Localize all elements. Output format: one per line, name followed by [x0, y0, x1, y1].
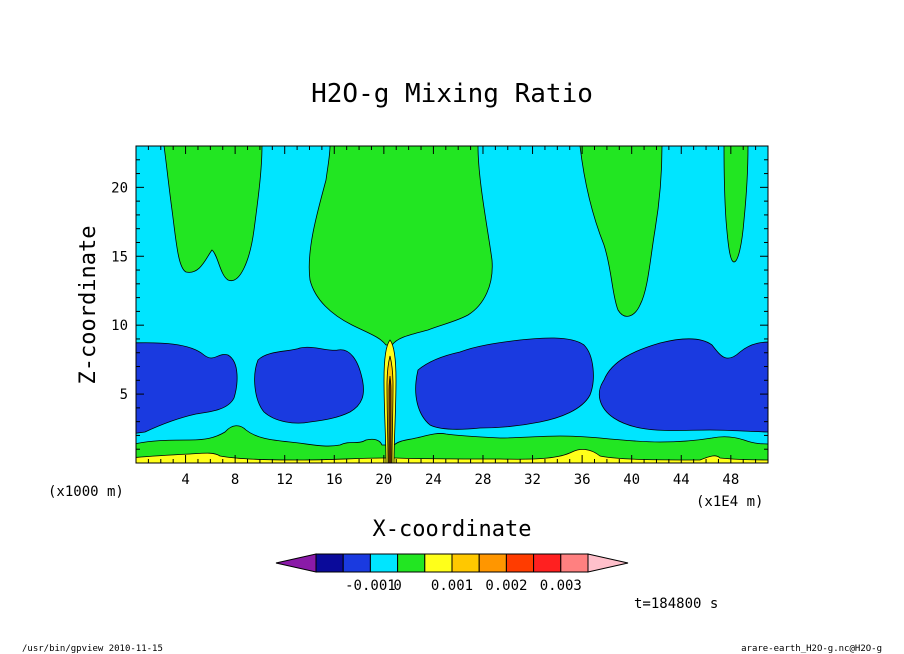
x-axis: 4 8 12 16 20 24 28 32 36 40 44 48 [147, 146, 757, 488]
colorbar-segment [342, 553, 371, 573]
colorbar-label: 0.003 [540, 578, 582, 594]
x-tick-label: 20 [375, 472, 392, 488]
colorbar-segment [505, 553, 535, 573]
footer-right: arare-earth_H2O-g.nc@H2O-g [741, 644, 882, 654]
y-axis: 5 10 15 20 [111, 159, 768, 450]
footer-left: /usr/bin/gpview 2010-11-15 [22, 644, 163, 654]
contour-fill-green-plume-1 [163, 146, 263, 281]
colorbar-segment [587, 553, 629, 573]
x-tick-label: 36 [574, 472, 591, 488]
y-tick-label: 10 [111, 318, 128, 334]
contour-fill-blue-blob-2 [254, 346, 364, 424]
colorbar-segment [315, 553, 344, 573]
colorbar-label: 0.001 [431, 578, 473, 594]
y-tick-label: 15 [111, 249, 128, 265]
colorbar-segment [369, 553, 399, 573]
x-tick-label: 16 [326, 472, 343, 488]
colorbar-segment [478, 553, 507, 573]
colorbar-label: 0.002 [485, 578, 527, 594]
plot-frame [135, 145, 769, 464]
chart-title: H2O-g Mixing Ratio [311, 79, 593, 109]
y-axis-label: Z-coordinate [76, 226, 101, 385]
x-axis-label: X-coordinate [373, 517, 532, 542]
colorbar-segment [397, 553, 426, 573]
x-tick-label: 48 [722, 472, 739, 488]
contour-fill-dark-core [388, 375, 392, 463]
time-label: t=184800 s [634, 596, 718, 612]
x-tick-label: 40 [623, 472, 640, 488]
colorbar-segment [560, 553, 589, 573]
y-tick-label: 5 [120, 387, 128, 403]
y-tick-label: 20 [111, 180, 128, 196]
colorbar-segment [275, 553, 317, 573]
contour-fill-green-plume-4 [723, 146, 749, 263]
x-tick-label: 24 [425, 472, 442, 488]
contour-fill-green-plume-3 [579, 146, 663, 317]
x-axis-unit: (x1E4 m) [696, 494, 763, 510]
x-tick-label: 32 [524, 472, 541, 488]
contour-fill-yellow-band [136, 448, 768, 463]
colorbar-segment [533, 553, 562, 573]
contour-fill-blue-blob-3 [415, 337, 594, 430]
contour-fill-blue-blob-1 [136, 342, 238, 434]
y-axis-unit: (x1000 m) [48, 484, 124, 500]
x-tick-label: 44 [673, 472, 690, 488]
x-tick-label: 4 [181, 472, 189, 488]
colorbar-label: 0 [393, 578, 401, 594]
colorbar-segment [424, 553, 453, 573]
contour-fill-green-band [136, 425, 768, 463]
colorbar-segment [451, 553, 480, 573]
x-tick-label: 12 [276, 472, 293, 488]
x-tick-label: 8 [231, 472, 239, 488]
contour-fill-blue-blob-4 [598, 338, 768, 433]
x-tick-label: 28 [475, 472, 492, 488]
colorbar-label: -0.001 [345, 578, 396, 594]
contour-fill-green-plume-2 [308, 146, 493, 346]
contour-plot [135, 145, 769, 464]
